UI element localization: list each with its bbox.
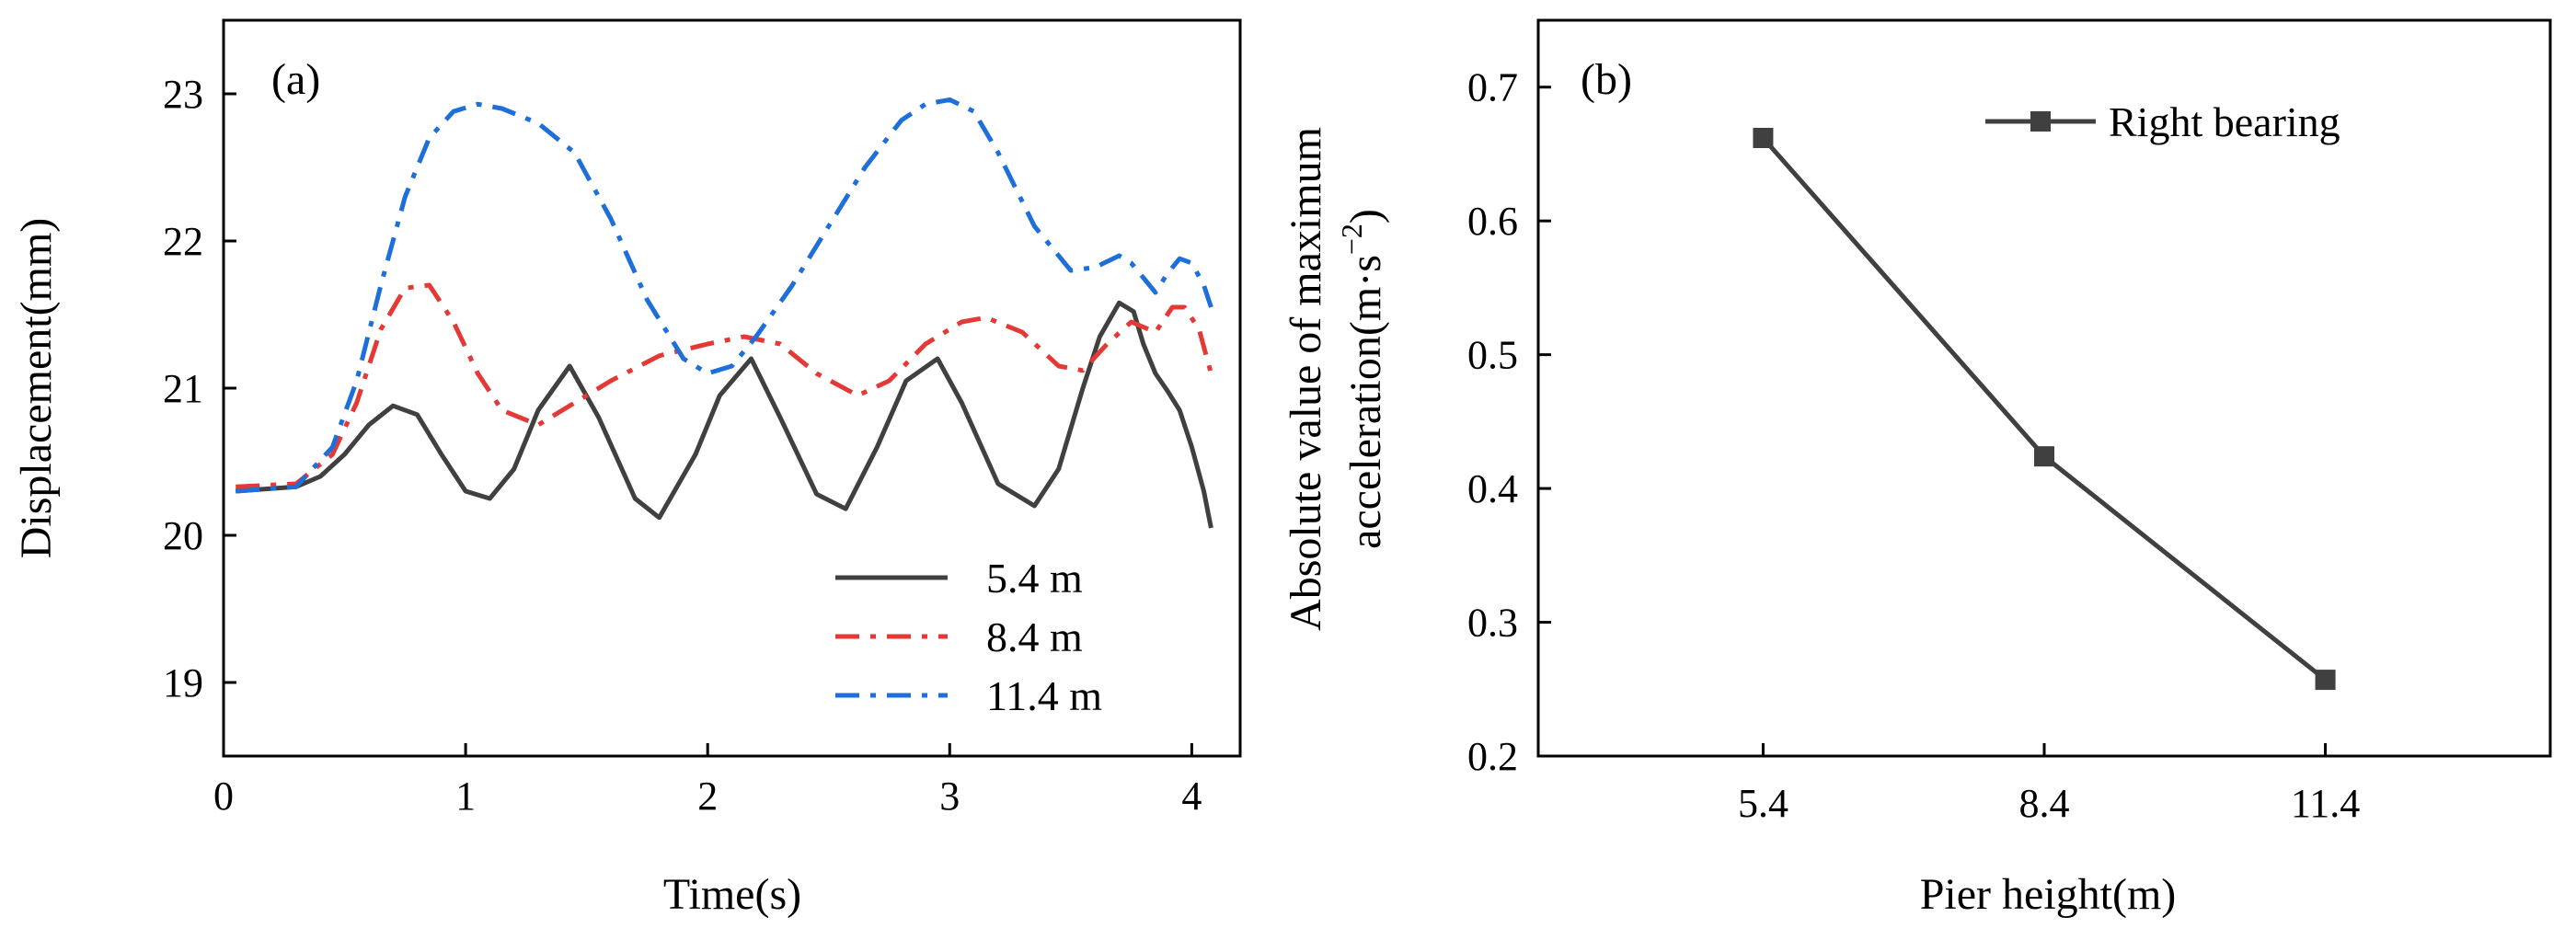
- panel-a-plot-frame: [222, 18, 1242, 758]
- panel-a-legend-label-1: 8.4 m: [986, 613, 1083, 660]
- panel-b-y-axis-title-line2: acceleration(m·s−2): [1335, 209, 1390, 549]
- panel-a-legend-label-0: 5.4 m: [986, 555, 1083, 602]
- panel-a-label: (a): [271, 55, 320, 104]
- panel-a-y-tick-label-3: 22: [163, 219, 203, 264]
- panel-b-y-tick-label-3: 0.5: [1467, 333, 1518, 378]
- panel-b-x-tick-label-0: 5.4: [1738, 781, 1788, 826]
- panel-a-series-group: [236, 97, 1213, 529]
- panel-b-y-tick-label-4: 0.6: [1467, 199, 1518, 244]
- panel-a-legend: 5.4 m 8.4 m 11.4 m: [835, 555, 1102, 719]
- panel-a-series-line-1: [236, 282, 1213, 489]
- panel-b-label: (b): [1581, 55, 1632, 104]
- panel-b-marker-0: [1753, 128, 1774, 148]
- panel-b-marker-1: [2034, 446, 2054, 467]
- panel-a-x-tick-label-0: 0: [213, 774, 234, 819]
- panel-a-x-tick-label-1: 1: [455, 774, 476, 819]
- panel-b-y-tick-label-0: 0.2: [1467, 734, 1518, 779]
- panel-a-y-axis-title: Displacement(mm): [12, 218, 61, 559]
- panel-a-y-tick-label-1: 20: [163, 513, 203, 558]
- panel-a-series-line-2: [236, 97, 1213, 494]
- panel-b-y-tick-label-1: 0.3: [1467, 601, 1518, 646]
- panel-a-y-tick-label-2: 21: [163, 366, 203, 411]
- panel-b-y-axis-title-exponent: −2: [1335, 224, 1368, 255]
- panel-b-legend-marker-0: [2030, 111, 2051, 132]
- panel-a-x-tick-label-2: 2: [697, 774, 718, 819]
- panel-a-y-tick-label-4: 23: [163, 72, 203, 117]
- panel-b-series-line-0: [1761, 136, 2328, 682]
- panel-b-marker-2: [2315, 670, 2336, 691]
- panel-b-y-axis-title-main: acceleration(m·s: [1341, 255, 1390, 549]
- panel-b-plot-frame: [1536, 18, 2552, 758]
- panel-b-legend: Right bearing: [1985, 98, 2340, 145]
- panel-b-x-tick-label-1: 8.4: [2019, 781, 2070, 826]
- panel-a-displacement-chart: Displacement(mm) Time(s) (a) 0 1 2 3 4192021…: [12, 18, 1242, 919]
- panel-a-x-axis-title: Time(s): [663, 870, 801, 919]
- panel-a-x-tick-label-4: 4: [1181, 774, 1202, 819]
- panel-b-legend-label-0: Right bearing: [2109, 98, 2340, 145]
- panel-b-series-group: [1753, 128, 2336, 691]
- panel-a-x-tick-label-3: 3: [939, 774, 960, 819]
- panel-a-legend-label-2: 11.4 m: [986, 672, 1102, 719]
- panel-a-series-line-0: [236, 300, 1213, 529]
- panel-a-y-tick-label-0: 19: [163, 660, 203, 705]
- panel-b-y-axis-title-close: ): [1341, 209, 1390, 224]
- panel-b-ticks-group: 5.4 8.4 11.4 0.2 0.3 0.4 0.5 0.6 0.7: [1467, 65, 2360, 826]
- panel-b-x-tick-label-2: 11.4: [2291, 781, 2360, 826]
- panel-b-acceleration-chart: Absolute value of maximum acceleration(m…: [1282, 18, 2552, 919]
- panel-b-y-tick-label-5: 0.7: [1467, 65, 1518, 110]
- panel-b-x-axis-title: Pier height(m): [1920, 870, 2177, 919]
- panel-b-y-axis-title-line1: Absolute value of maximum: [1282, 127, 1330, 631]
- panel-b-y-tick-label-2: 0.4: [1467, 466, 1518, 511]
